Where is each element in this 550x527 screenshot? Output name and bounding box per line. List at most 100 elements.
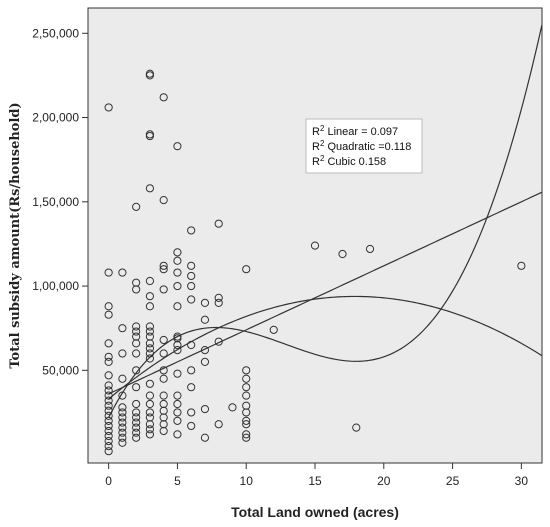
data-point bbox=[200, 433, 210, 442]
x-tick-label: 30 bbox=[515, 474, 529, 488]
data-point bbox=[104, 431, 113, 441]
data-point bbox=[145, 184, 155, 193]
data-point bbox=[104, 371, 113, 380]
data-point bbox=[187, 226, 196, 235]
x-axis-title: Total Land owned (acres) bbox=[231, 504, 399, 520]
data-point bbox=[145, 430, 155, 439]
data-point bbox=[242, 374, 251, 383]
data-point bbox=[118, 438, 127, 447]
data-point bbox=[132, 423, 141, 432]
data-point bbox=[104, 302, 113, 311]
data-point bbox=[173, 391, 182, 400]
x-tick-label: 15 bbox=[308, 474, 322, 488]
data-point bbox=[145, 292, 155, 301]
data-point bbox=[132, 433, 141, 442]
data-point bbox=[338, 249, 347, 259]
data-point bbox=[145, 69, 155, 78]
data-point bbox=[104, 381, 113, 390]
data-point bbox=[187, 366, 196, 375]
data-point bbox=[145, 332, 155, 341]
data-point bbox=[173, 369, 182, 378]
data-point bbox=[310, 241, 320, 250]
data-point bbox=[118, 413, 127, 422]
data-point bbox=[104, 352, 113, 361]
data-point bbox=[242, 420, 251, 429]
data-point bbox=[242, 433, 251, 442]
data-point bbox=[159, 391, 168, 400]
data-point bbox=[145, 344, 155, 353]
data-point bbox=[173, 332, 182, 341]
data-point bbox=[145, 354, 155, 363]
data-point bbox=[104, 386, 113, 395]
data-point bbox=[132, 418, 141, 427]
data-point bbox=[145, 130, 155, 139]
data-point bbox=[214, 219, 223, 228]
data-point bbox=[132, 413, 141, 422]
data-point bbox=[187, 340, 196, 350]
fit-line-quadratic bbox=[108, 295, 542, 400]
legend-entry: R2 Cubic 0.158 bbox=[312, 154, 386, 168]
data-point bbox=[173, 430, 182, 439]
data-point bbox=[214, 420, 223, 429]
x-tick-label: 20 bbox=[377, 474, 391, 488]
data-point bbox=[104, 421, 113, 431]
data-point bbox=[352, 423, 361, 432]
data-point bbox=[187, 281, 196, 291]
data-point bbox=[242, 366, 251, 375]
data-point bbox=[118, 433, 127, 442]
x-tick-label: 5 bbox=[174, 474, 181, 488]
data-point bbox=[159, 196, 168, 205]
data-point bbox=[118, 418, 127, 427]
data-point bbox=[159, 374, 168, 383]
data-point bbox=[132, 383, 141, 392]
data-point bbox=[118, 324, 127, 333]
data-point bbox=[132, 322, 141, 331]
data-point bbox=[173, 142, 182, 151]
x-tick-label: 0 bbox=[105, 474, 112, 488]
data-point bbox=[118, 423, 127, 432]
data-point bbox=[187, 421, 196, 431]
data-point bbox=[132, 408, 141, 417]
data-point bbox=[104, 401, 113, 410]
data-point bbox=[145, 425, 155, 434]
data-point bbox=[214, 298, 223, 308]
y-tick-label: 2,00,000 bbox=[32, 111, 79, 125]
data-point bbox=[132, 327, 141, 336]
data-point bbox=[118, 268, 127, 277]
data-point bbox=[145, 327, 155, 336]
data-point bbox=[118, 374, 127, 383]
data-point bbox=[187, 271, 196, 281]
data-point bbox=[173, 281, 182, 291]
data-point bbox=[242, 383, 251, 392]
data-point bbox=[118, 349, 127, 358]
data-point bbox=[200, 404, 210, 414]
data-point bbox=[145, 408, 155, 417]
data-point bbox=[159, 285, 168, 294]
data-point bbox=[200, 345, 210, 355]
data-point bbox=[132, 366, 141, 375]
data-point bbox=[214, 293, 223, 302]
data-point bbox=[242, 430, 251, 439]
y-tick-label: 1,00,000 bbox=[32, 279, 79, 293]
data-point bbox=[173, 268, 182, 277]
data-point bbox=[159, 265, 168, 274]
data-point bbox=[132, 332, 141, 341]
data-point bbox=[365, 244, 375, 254]
data-point bbox=[173, 345, 182, 355]
data-point bbox=[132, 399, 141, 409]
data-point bbox=[104, 411, 113, 420]
data-points bbox=[104, 69, 526, 456]
y-axis: 50,000 1,00,000 1,50,000 2,00,000 2,50,000 bbox=[32, 26, 88, 377]
data-point bbox=[159, 93, 168, 102]
data-point bbox=[187, 383, 196, 392]
data-point bbox=[145, 322, 155, 331]
x-tick-label: 10 bbox=[240, 474, 254, 488]
data-point bbox=[173, 408, 182, 417]
data-point bbox=[104, 426, 113, 436]
fit-line-linear bbox=[108, 191, 542, 395]
data-point bbox=[242, 416, 251, 425]
data-point bbox=[159, 335, 168, 345]
plot-area bbox=[87, 7, 543, 464]
data-point bbox=[104, 391, 113, 400]
data-point bbox=[104, 436, 113, 446]
